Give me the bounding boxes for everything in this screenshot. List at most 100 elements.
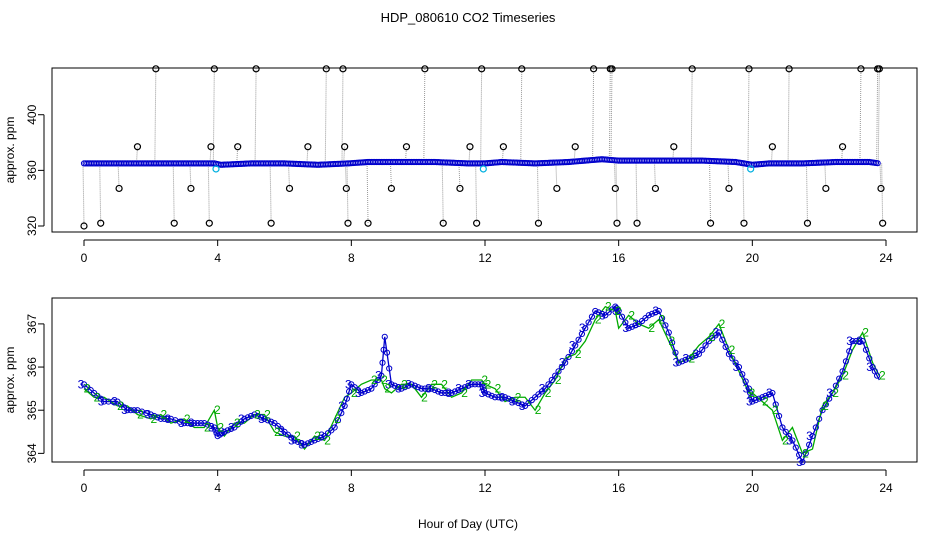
series-glyph: 2 <box>782 433 789 447</box>
series-glyph: 2 <box>709 330 716 344</box>
series-point <box>511 398 519 405</box>
series-point <box>598 310 606 317</box>
series-glyph: 3 <box>278 425 285 439</box>
figure-title: HDP_080610 CO2 Timeseries <box>381 10 556 25</box>
series-point <box>258 414 265 421</box>
series-point <box>682 356 689 363</box>
series-point <box>655 307 662 315</box>
series-glyph: 3 <box>425 382 432 396</box>
y-tick-label: 360 <box>25 160 39 180</box>
series-glyph: 3 <box>318 429 325 443</box>
outlier-point <box>478 65 486 73</box>
series-glyph: 2 <box>658 313 665 327</box>
series-point <box>545 381 552 388</box>
series-glyph: 2 <box>879 369 886 383</box>
series-point <box>461 384 469 391</box>
series-point <box>565 353 572 361</box>
series-point <box>495 394 502 401</box>
series-point <box>383 349 391 356</box>
series-glyph: 3 <box>766 386 773 400</box>
series-glyph: 3 <box>121 403 128 417</box>
series-glyph: 2 <box>84 382 91 396</box>
series-point <box>418 385 425 392</box>
series-glyph: 2 <box>772 403 779 417</box>
series-point <box>568 348 575 355</box>
series-glyph: 3 <box>258 412 265 426</box>
series-glyph: 2 <box>729 343 736 357</box>
series-glyph: 2 <box>719 317 726 331</box>
series-point <box>562 359 569 366</box>
outlier-connector <box>207 163 210 224</box>
series-point <box>308 438 315 445</box>
series-point <box>491 394 499 401</box>
outlier-connector <box>520 68 523 163</box>
series-point <box>628 323 636 330</box>
series-glyph: 2 <box>648 321 655 335</box>
outlier-point <box>608 65 616 73</box>
series-point <box>431 386 438 394</box>
outlier-connector <box>288 163 291 189</box>
y-tick-label: 367 <box>25 314 39 334</box>
outlier-point <box>207 143 215 151</box>
series-point <box>458 385 465 392</box>
series-point <box>501 394 509 401</box>
outlier-point <box>285 184 294 193</box>
series-point <box>632 322 639 329</box>
outlier-point <box>133 143 142 151</box>
outlier-point <box>745 65 753 73</box>
x-tick-label: 4 <box>214 481 221 495</box>
series-point <box>381 333 388 340</box>
series-point <box>451 388 459 395</box>
series-point <box>615 307 622 315</box>
series-point <box>782 428 789 435</box>
bottom-axis-ticks: 0 4 8 12 16 20 24 364 365 366 367 <box>25 314 893 495</box>
series-point <box>585 319 592 326</box>
outlier-connector <box>690 68 693 161</box>
outlier-point <box>768 143 776 151</box>
series-point <box>679 358 686 365</box>
series-point <box>747 389 754 397</box>
series-point <box>481 389 489 397</box>
outlier-connector <box>876 68 879 164</box>
series-point <box>762 392 769 399</box>
series-point <box>124 407 131 414</box>
outlier-point <box>80 222 88 230</box>
series-glyph: 2 <box>605 300 612 314</box>
series-glyph: 3 <box>672 356 679 370</box>
outlier-connector <box>613 160 616 189</box>
outlier-connector <box>99 163 102 224</box>
outlier-connector <box>389 161 392 189</box>
outlier-point <box>706 219 715 227</box>
series-point <box>799 458 806 466</box>
outlier-point <box>613 219 621 227</box>
series-point <box>765 391 773 398</box>
series-point <box>672 349 679 356</box>
series-point <box>488 392 495 399</box>
series-point <box>191 420 198 427</box>
outlier-point <box>803 219 812 227</box>
top-axis-ticks: 0 4 8 12 16 20 24 320 360 400 <box>25 104 893 265</box>
series-point <box>334 417 342 424</box>
series-point <box>291 437 298 444</box>
series-glyph: 3 <box>539 382 546 396</box>
outlier-connector <box>592 68 595 160</box>
series-point <box>480 386 487 394</box>
series-glyph: 2 <box>137 408 144 422</box>
outlier-point <box>518 65 526 73</box>
series-glyph: 3 <box>599 308 606 322</box>
series-point <box>485 391 492 398</box>
outlier-point <box>234 143 242 151</box>
outlier-point <box>466 143 474 151</box>
outlier-point <box>877 184 885 193</box>
series-glyph: 2 <box>515 390 522 404</box>
series-point <box>662 322 669 329</box>
flagged-point <box>212 165 220 173</box>
series-point <box>421 385 428 392</box>
series-glyph: 3 <box>479 386 486 400</box>
series-point <box>862 346 870 353</box>
series-glyph: 3 <box>375 369 382 383</box>
series-glyph: 2 <box>351 386 358 400</box>
series-point <box>405 382 412 389</box>
